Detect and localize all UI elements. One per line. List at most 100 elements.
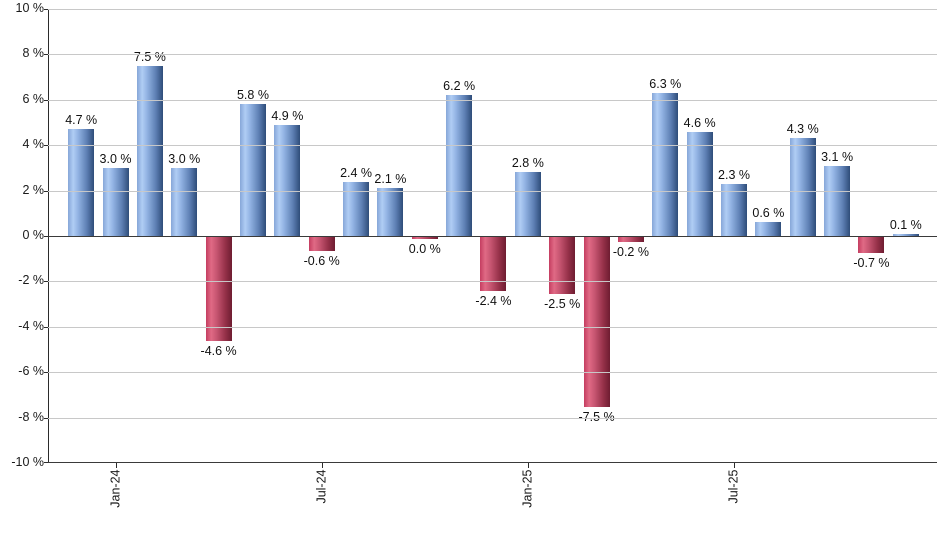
y-axis-tick	[44, 99, 48, 101]
bar-value-label: 0.0 %	[408, 242, 441, 256]
x-axis-label: Jan-25	[520, 469, 535, 508]
y-axis-label: 2 %	[22, 182, 44, 197]
bar-slot: 4.9 %	[270, 9, 304, 463]
positive-bar	[239, 104, 266, 236]
bar-slot: -0.7 %	[853, 9, 890, 463]
bar-value-label: 2.4 %	[340, 166, 373, 180]
y-axis-label: 8 %	[22, 46, 44, 61]
negative-bar	[583, 237, 610, 407]
y-axis-tick	[44, 326, 48, 328]
x-axis-baseline	[48, 462, 937, 463]
y-axis-label: -2 %	[18, 273, 44, 288]
y-axis-label: 10 %	[15, 1, 45, 15]
plot-area: 4.7 % 3.0 % Jan-24 7.5 % 3.0 % -4.6 % 5.8 % 4.9…	[44, 9, 937, 508]
gridline	[48, 145, 937, 147]
bar-slot: 2.1 %	[373, 9, 407, 463]
bars-container: 4.7 % 3.0 % Jan-24 7.5 % 3.0 % -4.6 % 5.8 % 4.9…	[48, 9, 937, 508]
gridline	[48, 54, 937, 56]
positive-bar	[136, 66, 163, 236]
bar-slot: -2.5 %	[544, 9, 580, 463]
negative-bar	[617, 237, 644, 242]
negative-bar	[858, 237, 885, 253]
bar-slot: -7.5 %	[578, 9, 615, 463]
bar-slot: 4.3 %	[786, 9, 820, 463]
y-axis-tick	[44, 145, 48, 147]
bar-value-label: -4.6 %	[200, 344, 237, 358]
positive-bar	[171, 168, 198, 236]
x-axis-label: Jul-25	[726, 469, 741, 504]
bar-value-label: -2.4 %	[475, 294, 512, 308]
bar-slot: 4.7 %	[64, 9, 98, 463]
gridline	[48, 417, 937, 419]
positive-bar	[446, 95, 473, 236]
bar-value-label: 2.8 %	[511, 156, 544, 170]
bar-value-label: -2.5 %	[544, 297, 581, 311]
x-axis-tick	[321, 463, 323, 468]
negative-bar	[480, 237, 507, 291]
gridline	[48, 372, 937, 374]
y-axis-tick	[44, 236, 48, 237]
bar-slot: 6.2 %	[442, 9, 476, 463]
bar-slot: -0.2 %	[613, 9, 649, 463]
bar-value-label: 3.0 %	[168, 152, 201, 166]
bar-value-label: -0.7 %	[853, 256, 890, 270]
bar-slot: -0.6 % Jul-24	[304, 9, 340, 504]
positive-bar	[377, 188, 404, 236]
gridline	[48, 281, 937, 283]
bar-value-label: 3.0 %	[99, 152, 132, 166]
gridline	[48, 9, 937, 10]
positive-bar	[514, 172, 541, 236]
bar-slot: 6.3 %	[648, 9, 682, 463]
y-axis-tick	[44, 54, 48, 56]
gridline	[48, 190, 937, 192]
positive-bar	[721, 184, 747, 236]
bar-slot: 0.6 %	[751, 9, 785, 463]
zero-line	[48, 236, 937, 237]
x-axis-tick	[527, 463, 529, 468]
bar-value-label: 0.6 %	[752, 206, 785, 220]
bar-slot: 4.6 %	[682, 9, 716, 463]
y-axis-tick	[44, 462, 48, 463]
y-axis-label: -4 %	[18, 318, 44, 333]
x-axis-label: Jul-24	[314, 469, 329, 504]
gridline	[48, 99, 937, 101]
positive-bar	[686, 132, 713, 236]
positive-bar	[68, 129, 95, 236]
negative-bar	[308, 237, 335, 251]
positive-bar	[789, 138, 816, 236]
bar-value-label: 2.1 %	[374, 172, 407, 186]
bar-value-label: 3.1 %	[821, 150, 854, 164]
negative-bar	[411, 237, 438, 239]
bar-value-label: -0.2 %	[612, 245, 649, 259]
y-axis-label: 6 %	[22, 91, 44, 106]
y-axis-label: -10 %	[11, 455, 44, 469]
bar-slot: 2.3 % Jul-25	[717, 9, 751, 504]
bar-value-label: 6.3 %	[649, 77, 682, 91]
bar-slot: 5.8 %	[236, 9, 270, 463]
bar-slot: 3.1 %	[820, 9, 854, 463]
y-axis-tick	[44, 190, 48, 192]
bar-value-label: 6.2 %	[443, 79, 476, 93]
bar-value-label: 4.3 %	[786, 122, 819, 136]
positive-bar	[755, 222, 782, 236]
x-axis-tick	[734, 463, 735, 468]
bar-value-label: 4.9 %	[271, 109, 304, 123]
y-axis-tick	[44, 9, 48, 10]
positive-bar	[892, 234, 919, 236]
bar-value-label: 5.8 %	[236, 88, 269, 102]
bar-value-label: 2.3 %	[718, 168, 750, 182]
bar-slot: 0.1 %	[889, 9, 923, 463]
bar-slot: 3.0 %	[167, 9, 201, 463]
x-axis-tick	[115, 463, 117, 468]
bar-value-label: 7.5 %	[133, 50, 166, 64]
bar-value-label: 0.1 %	[889, 218, 922, 232]
bar-slot: 2.8 % Jan-25	[511, 9, 545, 508]
y-axis-label: -6 %	[18, 364, 44, 379]
y-axis-tick	[44, 417, 48, 419]
bar-slot: 7.5 %	[133, 9, 167, 463]
bar-slot: 0.0 %	[408, 9, 442, 463]
y-axis-label: 0 %	[22, 228, 44, 242]
y-axis-tick	[44, 372, 48, 374]
x-axis-label: Jan-24	[108, 469, 123, 508]
